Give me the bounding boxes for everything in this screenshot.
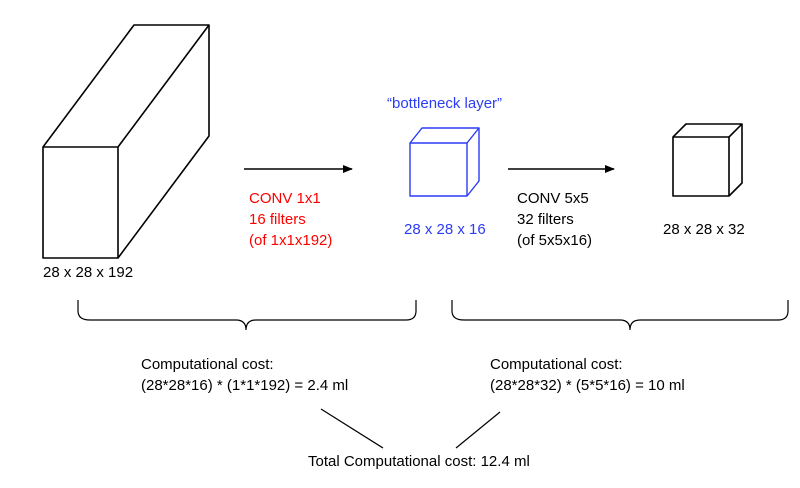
output-volume-box xyxy=(672,123,743,197)
total-connector-right xyxy=(455,411,501,449)
output-volume-dims: 28 x 28 x 32 xyxy=(663,221,745,238)
left-brace xyxy=(77,300,417,331)
conv2-label-line3: (of 5x5x16) xyxy=(517,232,593,249)
cost2-formula: (28*28*32) * (5*5*16) = 10 ml xyxy=(490,377,685,394)
right-brace xyxy=(451,300,789,331)
conv2-label-line1: CONV 5x5 xyxy=(517,190,589,207)
bottleneck-dims: 28 x 28 x 16 xyxy=(404,221,486,238)
bottleneck-volume-box xyxy=(409,127,480,197)
total-cost: Total Computational cost: 12.4 ml xyxy=(308,453,530,470)
input-volume-dims: 28 x 28 x 192 xyxy=(43,264,134,281)
conv1-label-line2: 16 filters xyxy=(249,211,306,228)
total-connector-left xyxy=(320,408,384,449)
conv1-label-line3: (of 1x1x192) xyxy=(249,232,333,249)
input-volume-box xyxy=(42,24,210,259)
cost2-title: Computational cost: xyxy=(490,356,623,373)
cost1-formula: (28*28*16) * (1*1*192) = 2.4 ml xyxy=(141,377,349,394)
cost1-title: Computational cost: xyxy=(141,356,274,373)
conv2-label-line2: 32 filters xyxy=(517,211,574,228)
conv1-label-line1: CONV 1x1 xyxy=(249,190,321,207)
bottleneck-caption: “bottleneck layer” xyxy=(387,95,503,112)
